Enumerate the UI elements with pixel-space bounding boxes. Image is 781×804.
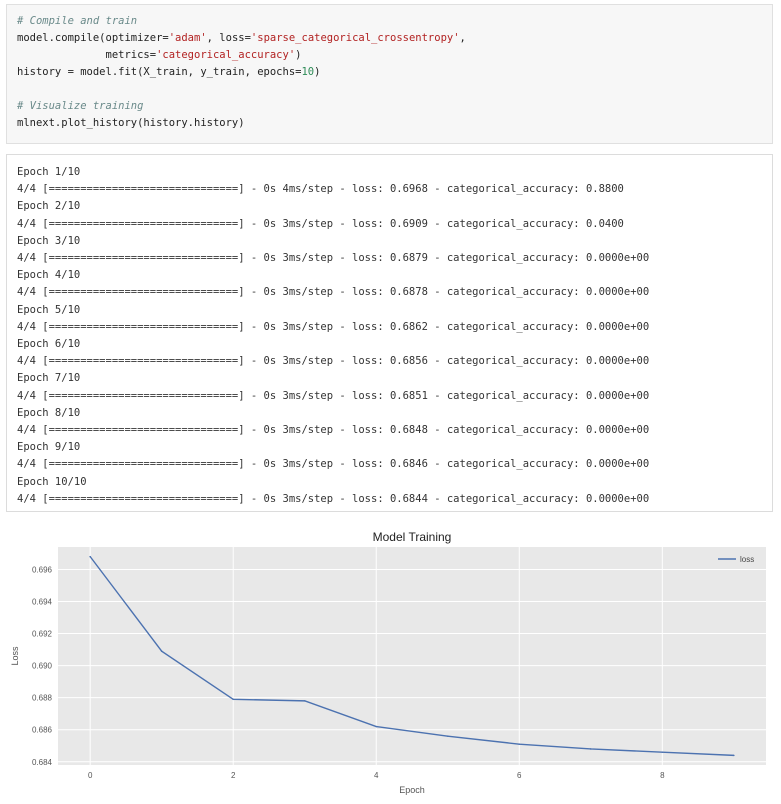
plot-background: [58, 547, 766, 765]
output-cell: Epoch 1/10 4/4 [=========================…: [6, 154, 773, 512]
loss-line: [89, 556, 734, 757]
epoch-header: Epoch 10/10: [17, 475, 87, 488]
progress-line: 4/4 [==============================] - 0…: [17, 286, 650, 299]
code-plot-line: mlnext.plot_history(history.history): [17, 117, 245, 129]
loss-point: [661, 751, 664, 753]
y-tick-label: 0.686: [32, 726, 53, 735]
y-tick-label: 0.688: [32, 694, 53, 703]
progress-line: 4/4 [==============================] - 0…: [17, 252, 650, 264]
progress-line: 4/4 [==============================] - 0…: [17, 183, 624, 196]
loss-point: [232, 698, 235, 701]
x-axis-label: Epoch: [399, 785, 425, 795]
code-compile-line: model.compile(optimizer='adam', loss='sp…: [17, 32, 466, 44]
loss-point: [375, 725, 378, 728]
epoch-header: Epoch 2/10: [17, 200, 81, 213]
loss-chart: 0.684 0.686 0.688 0.690 0.692 0.694 0.696 0 2 4 6 8…: [10, 530, 766, 795]
epoch-header: Epoch 9/10: [17, 441, 81, 454]
loss-point: [89, 555, 91, 558]
loss-point: [446, 735, 449, 737]
y-tick-label: 0.696: [32, 565, 53, 574]
code-comment: # Visualize training: [17, 100, 144, 112]
x-tick-label: 4: [374, 771, 379, 780]
code-metrics-line: metrics='categorical_accuracy'): [17, 49, 302, 61]
y-tick-label: 0.684: [32, 758, 53, 767]
loss-point: [303, 700, 306, 702]
epoch-header: Epoch 6/10: [17, 338, 81, 350]
progress-line: 4/4 [==============================] - 0…: [17, 492, 650, 505]
code-fit-line: history = model.fit(X_train, y_train, ep…: [17, 66, 321, 78]
progress-line: 4/4 [==============================] - 0…: [17, 458, 650, 471]
epoch-header: Epoch 5/10: [17, 303, 81, 316]
code-cell[interactable]: # Compile and train model.compile(optimi…: [6, 4, 773, 144]
progress-line: 4/4 [==============================] - 0…: [17, 217, 624, 230]
y-tick-label: 0.692: [32, 630, 53, 639]
loss-point: [589, 748, 592, 750]
loss-point: [733, 754, 735, 757]
x-tick-label: 0: [88, 771, 93, 780]
epoch-header: Epoch 8/10: [17, 406, 81, 419]
progress-line: 4/4 [==============================] - 0…: [17, 424, 650, 436]
x-tick-label: 6: [517, 771, 522, 780]
epoch-header: Epoch 4/10: [17, 269, 81, 282]
legend-label: loss: [740, 555, 754, 564]
x-tick-label: 2: [231, 771, 236, 780]
x-tick-label: 8: [660, 771, 665, 780]
progress-line: 4/4 [==============================] - 0…: [17, 320, 650, 333]
epoch-header: Epoch 3/10: [17, 234, 81, 247]
y-tick-label: 0.694: [32, 598, 53, 607]
training-plot: 0.684 0.686 0.688 0.690 0.692 0.694 0.696 0 2 4 6 8…: [0, 522, 781, 800]
progress-line: 4/4 [==============================] - 0…: [17, 389, 650, 402]
loss-point: [160, 650, 163, 652]
epoch-header: Epoch 7/10: [17, 372, 81, 385]
progress-line: 4/4 [==============================] - 0…: [17, 355, 650, 368]
y-axis-label: Loss: [10, 646, 20, 666]
code-comment: # Compile and train: [17, 15, 138, 27]
chart-title: Model Training: [373, 530, 452, 544]
loss-point: [518, 743, 521, 745]
epoch-header: Epoch 1/10: [17, 166, 81, 178]
y-tick-label: 0.690: [32, 662, 53, 671]
